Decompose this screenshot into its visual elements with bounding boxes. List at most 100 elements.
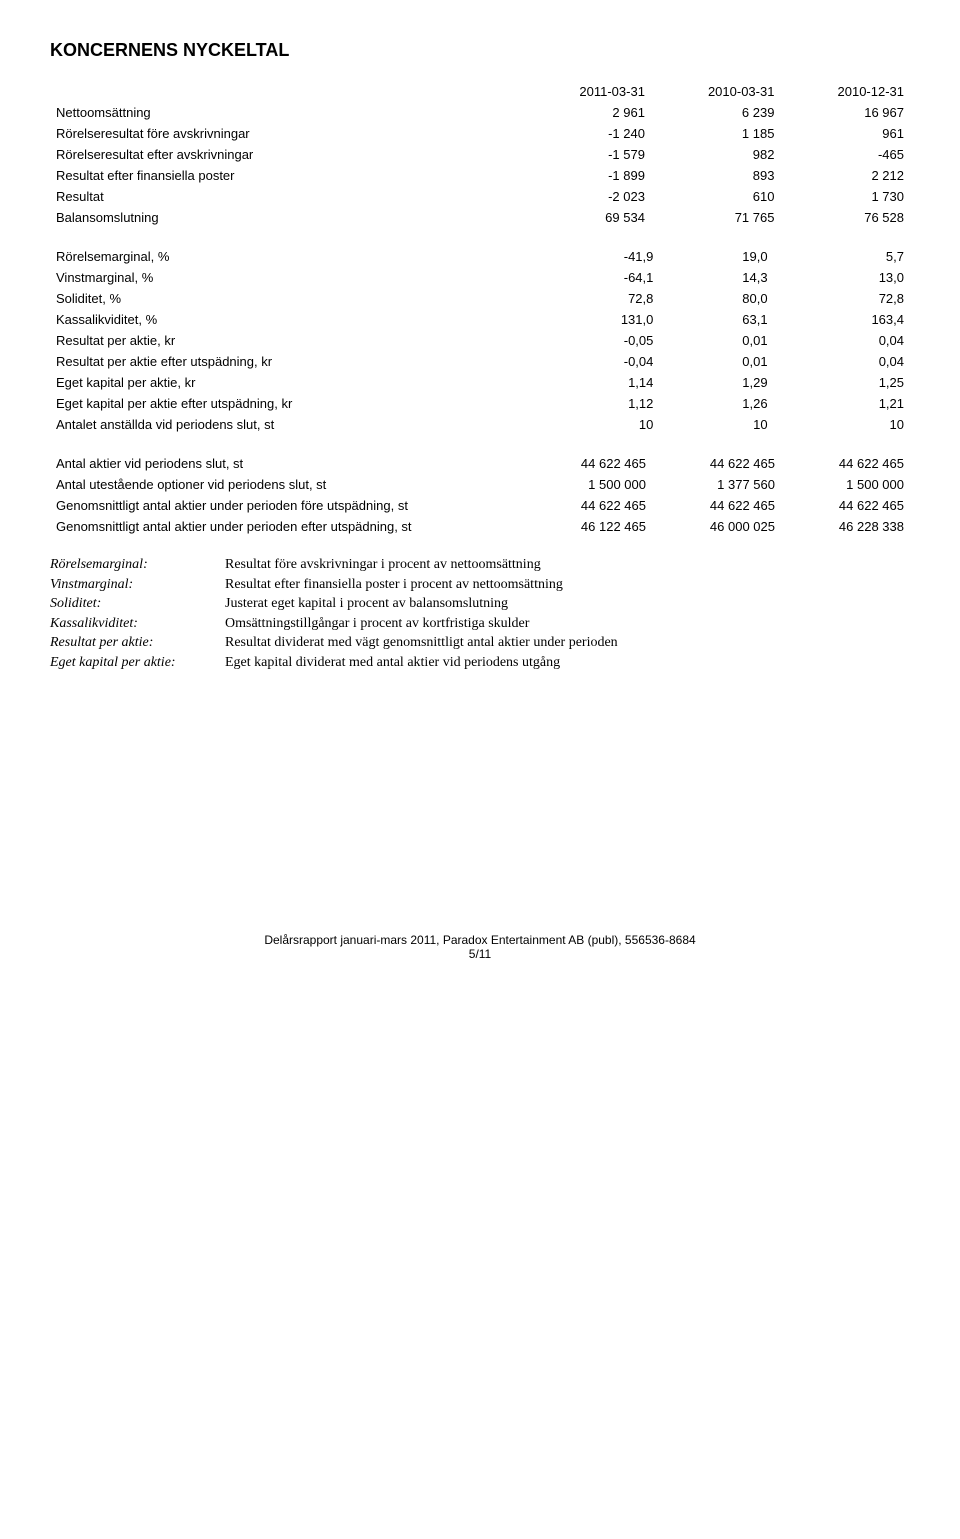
table-row: Nettoomsättning2 9616 23916 967: [50, 102, 910, 123]
cell-value: 72,8: [774, 288, 910, 309]
cell-value: 44 622 465: [652, 453, 781, 474]
row-label: Rörelsemarginal, %: [50, 246, 523, 267]
definition-text: Resultat efter finansiella poster i proc…: [225, 575, 563, 595]
definitions-block: Rörelsemarginal:Resultat före avskrivnin…: [50, 555, 910, 673]
table-row: Vinstmarginal, %-64,114,313,0: [50, 267, 910, 288]
row-label: Resultat: [50, 186, 523, 207]
cell-value: -0,04: [523, 351, 659, 372]
cell-value: 44 622 465: [781, 495, 910, 516]
table-header-row: 2011-03-31 2010-03-31 2010-12-31: [50, 81, 910, 102]
table-row: Rörelsemarginal, %-41,919,05,7: [50, 246, 910, 267]
cell-value: 0,04: [774, 330, 910, 351]
row-label: Soliditet, %: [50, 288, 523, 309]
cell-value: -2 023: [523, 186, 651, 207]
table-row: Rörelseresultat före avskrivningar-1 240…: [50, 123, 910, 144]
cell-value: 46 000 025: [652, 516, 781, 537]
cell-value: 6 239: [651, 102, 781, 123]
cell-value: 1,14: [523, 372, 659, 393]
cell-value: 1 377 560: [652, 474, 781, 495]
cell-value: 2 212: [780, 165, 910, 186]
definition-text: Omsättningstillgångar i procent av kortf…: [225, 614, 529, 634]
cell-value: 1,21: [774, 393, 910, 414]
table-row: Balansomslutning69 53471 76576 528: [50, 207, 910, 228]
table-row: Antalet anställda vid periodens slut, st…: [50, 414, 910, 435]
cell-value: 10: [659, 414, 773, 435]
definition-term: Resultat per aktie:: [50, 633, 225, 653]
definition-row: Eget kapital per aktie:Eget kapital divi…: [50, 653, 910, 673]
definition-row: Resultat per aktie:Resultat dividerat me…: [50, 633, 910, 653]
cell-value: 63,1: [659, 309, 773, 330]
cell-value: 1 500 000: [781, 474, 910, 495]
cell-value: 0,01: [659, 351, 773, 372]
cell-value: 10: [523, 414, 659, 435]
cell-value: 1,12: [523, 393, 659, 414]
row-label: Kassalikviditet, %: [50, 309, 523, 330]
row-label: Vinstmarginal, %: [50, 267, 523, 288]
row-label: Genomsnittligt antal aktier under period…: [50, 495, 523, 516]
row-label: Antal aktier vid periodens slut, st: [50, 453, 523, 474]
cell-value: 14,3: [659, 267, 773, 288]
definition-text: Justerat eget kapital i procent av balan…: [225, 594, 508, 614]
cell-value: 131,0: [523, 309, 659, 330]
cell-value: 19,0: [659, 246, 773, 267]
table-row: Resultat per aktie efter utspädning, kr-…: [50, 351, 910, 372]
cell-value: 0,04: [774, 351, 910, 372]
definition-row: Rörelsemarginal:Resultat före avskrivnin…: [50, 555, 910, 575]
cell-value: -1 579: [523, 144, 651, 165]
cell-value: 1,25: [774, 372, 910, 393]
table-row: Genomsnittligt antal aktier under period…: [50, 495, 910, 516]
row-label: Nettoomsättning: [50, 102, 523, 123]
cell-value: 1 185: [651, 123, 781, 144]
definition-term: Vinstmarginal:: [50, 575, 225, 595]
table-row: Resultat efter finansiella poster-1 8998…: [50, 165, 910, 186]
cell-value: 44 622 465: [652, 495, 781, 516]
row-label: Rörelseresultat efter avskrivningar: [50, 144, 523, 165]
cell-value: 1,29: [659, 372, 773, 393]
row-label: Resultat efter finansiella poster: [50, 165, 523, 186]
cell-value: 16 967: [780, 102, 910, 123]
cell-value: 982: [651, 144, 781, 165]
table-row: Antal utestående optioner vid periodens …: [50, 474, 910, 495]
definition-text: Resultat före avskrivningar i procent av…: [225, 555, 541, 575]
cell-value: 610: [651, 186, 781, 207]
cell-value: -1 240: [523, 123, 651, 144]
table-row: Antal aktier vid periodens slut, st44 62…: [50, 453, 910, 474]
col-header-empty: [50, 81, 523, 102]
cell-value: 44 622 465: [523, 453, 652, 474]
col-header-1: 2011-03-31: [523, 81, 651, 102]
cell-value: 1 500 000: [523, 474, 652, 495]
cell-value: -41,9: [523, 246, 659, 267]
ratios-table: Rörelsemarginal, %-41,919,05,7Vinstmargi…: [50, 246, 910, 435]
footer-line-2: 5/11: [50, 947, 910, 961]
col-header-3: 2010-12-31: [780, 81, 910, 102]
cell-value: 44 622 465: [523, 495, 652, 516]
row-label: Resultat per aktie, kr: [50, 330, 523, 351]
definition-term: Soliditet:: [50, 594, 225, 614]
cell-value: -0,05: [523, 330, 659, 351]
footer-line-1: Delårsrapport januari-mars 2011, Paradox…: [50, 933, 910, 947]
cell-value: 1 730: [780, 186, 910, 207]
cell-value: -1 899: [523, 165, 651, 186]
table-row: Genomsnittligt antal aktier under period…: [50, 516, 910, 537]
table-row: Resultat-2 0236101 730: [50, 186, 910, 207]
table-row: Soliditet, %72,880,072,8: [50, 288, 910, 309]
definition-term: Rörelsemarginal:: [50, 555, 225, 575]
page-title: KONCERNENS NYCKELTAL: [50, 40, 910, 61]
cell-value: 5,7: [774, 246, 910, 267]
definition-term: Eget kapital per aktie:: [50, 653, 225, 673]
row-label: Eget kapital per aktie efter utspädning,…: [50, 393, 523, 414]
cell-value: 46 228 338: [781, 516, 910, 537]
table-row: Eget kapital per aktie efter utspädning,…: [50, 393, 910, 414]
cell-value: 2 961: [523, 102, 651, 123]
cell-value: 893: [651, 165, 781, 186]
cell-value: 961: [780, 123, 910, 144]
table-row: Rörelseresultat efter avskrivningar-1 57…: [50, 144, 910, 165]
row-label: Antalet anställda vid periodens slut, st: [50, 414, 523, 435]
definition-text: Resultat dividerat med vägt genomsnittli…: [225, 633, 618, 653]
definition-row: Kassalikviditet:Omsättningstillgångar i …: [50, 614, 910, 634]
shares-table: Antal aktier vid periodens slut, st44 62…: [50, 453, 910, 537]
cell-value: 72,8: [523, 288, 659, 309]
cell-value: 46 122 465: [523, 516, 652, 537]
page-footer: Delårsrapport januari-mars 2011, Paradox…: [50, 933, 910, 961]
cell-value: -64,1: [523, 267, 659, 288]
